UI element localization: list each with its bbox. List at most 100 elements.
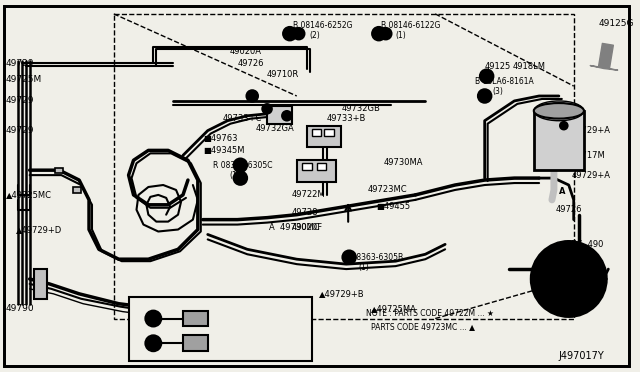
Text: B: B bbox=[287, 31, 292, 37]
Bar bbox=[56, 167, 63, 173]
Circle shape bbox=[560, 122, 568, 129]
Text: 49722M: 49722M bbox=[292, 190, 325, 199]
Text: (2): (2) bbox=[310, 31, 321, 40]
Circle shape bbox=[283, 27, 297, 41]
Circle shape bbox=[562, 124, 566, 128]
Text: 49717M: 49717M bbox=[572, 151, 605, 160]
Text: 49732MA: 49732MA bbox=[132, 312, 168, 321]
FancyArrowPatch shape bbox=[590, 44, 618, 70]
Bar bbox=[312, 129, 321, 135]
Text: 49733+H: 49733+H bbox=[132, 332, 168, 341]
Text: B 08363-6305B: B 08363-6305B bbox=[344, 253, 403, 262]
Text: R 08363-6305C: R 08363-6305C bbox=[212, 161, 272, 170]
Text: J497017Y: J497017Y bbox=[559, 351, 605, 361]
Text: ▲49729+D: ▲49729+D bbox=[16, 225, 62, 234]
Text: ▲49725MC: ▲49725MC bbox=[6, 190, 52, 199]
Text: 49733+C: 49733+C bbox=[223, 114, 262, 123]
Text: ▲49729+B: ▲49729+B bbox=[319, 289, 364, 298]
Text: ■49763: ■49763 bbox=[203, 134, 237, 143]
Text: 49733+B: 49733+B bbox=[326, 114, 366, 123]
Circle shape bbox=[234, 171, 247, 185]
Text: B: B bbox=[484, 73, 490, 79]
Bar bbox=[297, 160, 336, 182]
Circle shape bbox=[292, 28, 305, 39]
Circle shape bbox=[285, 113, 289, 118]
Ellipse shape bbox=[534, 103, 584, 118]
Circle shape bbox=[342, 250, 356, 264]
Circle shape bbox=[234, 158, 247, 172]
Circle shape bbox=[480, 69, 493, 83]
Circle shape bbox=[250, 93, 255, 99]
Circle shape bbox=[145, 311, 161, 327]
Text: 49729: 49729 bbox=[6, 59, 35, 68]
Text: 49125G: 49125G bbox=[598, 19, 634, 28]
Bar bbox=[307, 126, 341, 147]
Text: 49729: 49729 bbox=[6, 96, 35, 105]
Ellipse shape bbox=[534, 101, 584, 121]
Text: 4918LM: 4918LM bbox=[513, 62, 545, 71]
Text: 49725M: 49725M bbox=[6, 75, 42, 84]
Bar bbox=[114, 14, 573, 318]
Bar bbox=[534, 111, 584, 170]
Text: A  49730MC: A 49730MC bbox=[269, 223, 319, 232]
Text: 49729+A: 49729+A bbox=[572, 126, 611, 135]
Text: 49728: 49728 bbox=[292, 208, 318, 217]
Circle shape bbox=[554, 264, 584, 294]
Text: B: B bbox=[376, 31, 381, 37]
Text: B 08146-6122G: B 08146-6122G bbox=[381, 21, 440, 30]
Circle shape bbox=[145, 336, 161, 351]
Text: ■49345M: ■49345M bbox=[203, 146, 244, 155]
Text: PARTS CODE 49723MC ... ▲: PARTS CODE 49723MC ... ▲ bbox=[371, 322, 475, 331]
Circle shape bbox=[265, 107, 269, 111]
Circle shape bbox=[383, 31, 388, 36]
Text: B: B bbox=[482, 93, 487, 99]
Bar bbox=[129, 297, 312, 361]
Text: B 08146-6252G: B 08146-6252G bbox=[292, 21, 352, 30]
Bar bbox=[183, 311, 208, 327]
Bar bbox=[267, 106, 292, 124]
Bar bbox=[183, 336, 208, 351]
Bar bbox=[34, 269, 47, 299]
Text: (1): (1) bbox=[230, 171, 240, 180]
Circle shape bbox=[282, 111, 292, 121]
Text: (1): (1) bbox=[358, 263, 369, 272]
Text: 49790: 49790 bbox=[6, 304, 35, 313]
Text: ▲49725MA: ▲49725MA bbox=[371, 304, 417, 313]
Text: 49710R: 49710R bbox=[267, 70, 300, 79]
Text: (49110): (49110) bbox=[566, 253, 598, 262]
Text: 49733+A: 49733+A bbox=[212, 312, 249, 321]
Circle shape bbox=[372, 27, 386, 41]
Bar bbox=[73, 187, 81, 193]
Circle shape bbox=[541, 251, 596, 307]
Text: 49733+H: 49733+H bbox=[132, 302, 168, 311]
Circle shape bbox=[246, 90, 258, 102]
Text: 49723MC: 49723MC bbox=[368, 186, 408, 195]
Text: 49730MA: 49730MA bbox=[384, 158, 423, 167]
Text: ■49455: ■49455 bbox=[376, 202, 410, 211]
Text: B: B bbox=[346, 254, 352, 260]
Text: B: B bbox=[237, 162, 243, 168]
Circle shape bbox=[531, 241, 606, 317]
Text: 49726: 49726 bbox=[237, 59, 264, 68]
Text: 49729: 49729 bbox=[6, 126, 35, 135]
Text: (3): (3) bbox=[493, 87, 504, 96]
Text: 49020A: 49020A bbox=[230, 47, 262, 56]
Text: 49726: 49726 bbox=[556, 205, 582, 214]
Text: A: A bbox=[559, 187, 565, 196]
Bar bbox=[317, 163, 326, 170]
Circle shape bbox=[296, 31, 301, 36]
Text: 49732GA: 49732GA bbox=[255, 124, 294, 133]
Text: 49125: 49125 bbox=[484, 62, 511, 71]
Text: 49732MA: 49732MA bbox=[132, 342, 168, 351]
Text: B 08LA6-8161A: B 08LA6-8161A bbox=[475, 77, 534, 86]
Bar bbox=[324, 129, 334, 135]
Bar bbox=[301, 163, 312, 170]
Text: R: R bbox=[237, 175, 243, 181]
Circle shape bbox=[262, 104, 272, 114]
Text: SEC. 490: SEC. 490 bbox=[566, 240, 603, 249]
Text: (1): (1) bbox=[396, 31, 406, 40]
Text: 49020F: 49020F bbox=[292, 223, 323, 232]
Circle shape bbox=[477, 89, 492, 103]
Text: 49732GB: 49732GB bbox=[341, 105, 380, 113]
Text: NOTE : PARTS CODE 49722M ... ★: NOTE : PARTS CODE 49722M ... ★ bbox=[366, 309, 494, 318]
